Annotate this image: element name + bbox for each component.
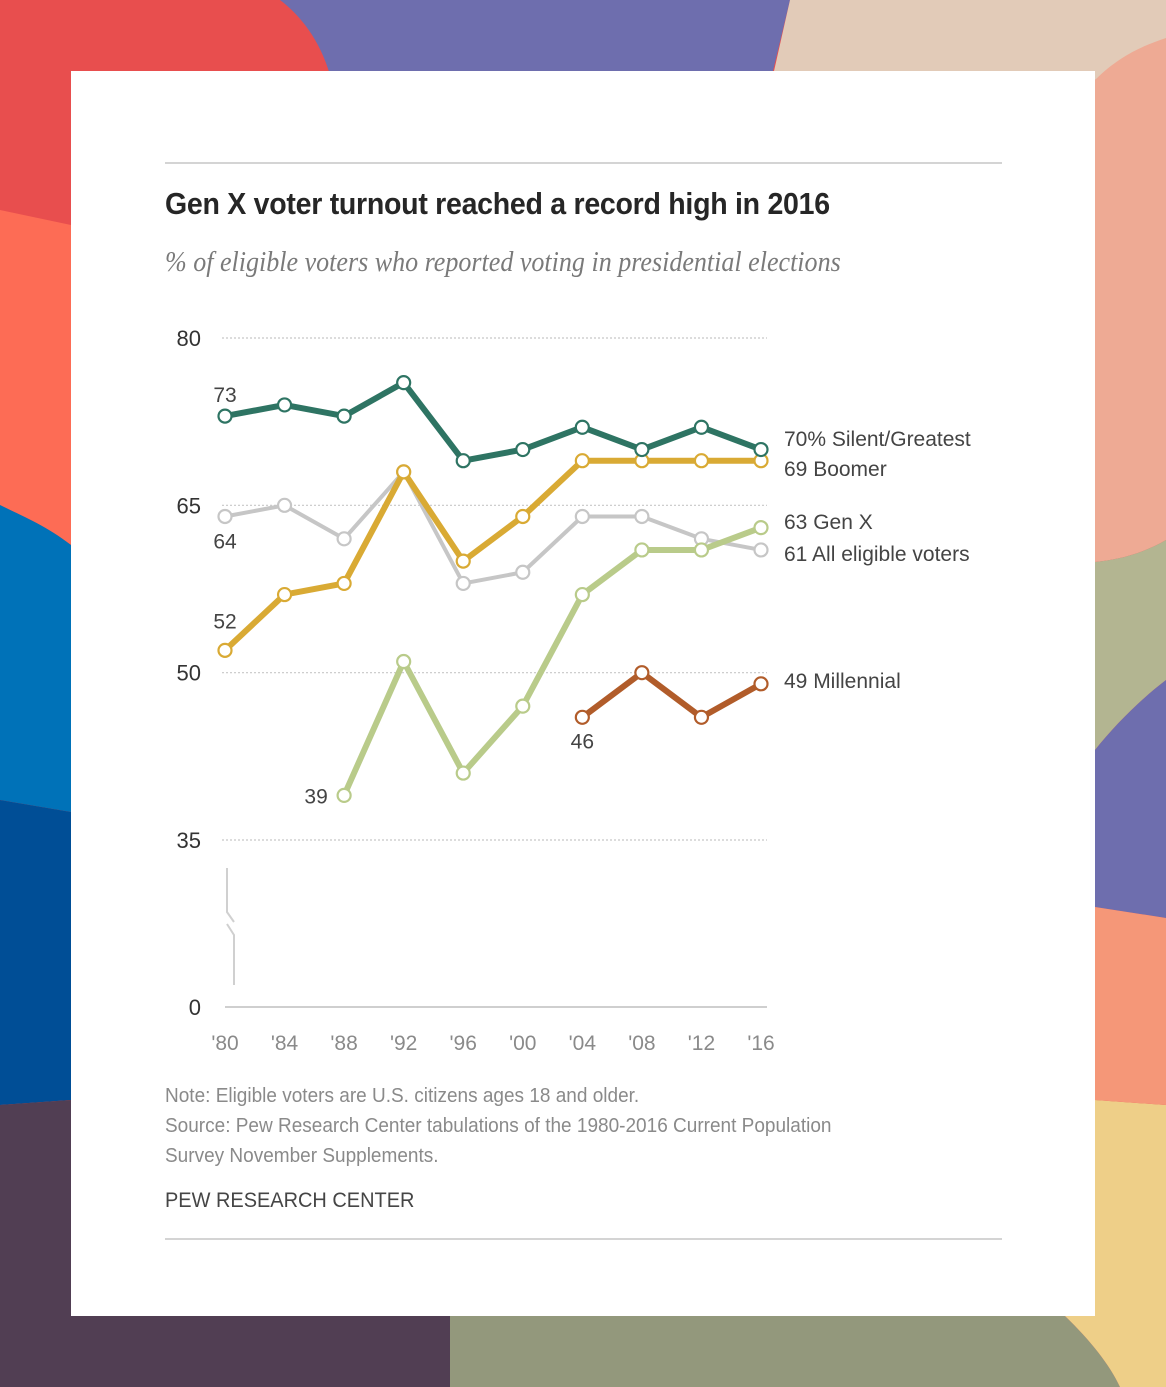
data-point — [574, 453, 590, 469]
chart-note: Note: Eligible voters are U.S. citizens … — [165, 1085, 640, 1107]
start-value-label: 64 — [213, 530, 237, 553]
data-point — [574, 508, 590, 525]
bg-shape-plum-bottom — [0, 1100, 450, 1387]
x-tick-label: '16 — [747, 1032, 774, 1055]
bg-shape-blue-left — [0, 505, 71, 812]
x-tick-label: '04 — [569, 1032, 597, 1055]
data-point — [753, 542, 769, 558]
y-tick-label-0: 0 — [189, 995, 201, 1020]
y-tick-label-50: 50 — [177, 661, 201, 686]
bg-shape-sage-right — [1095, 540, 1166, 750]
data-point — [336, 575, 352, 592]
y-tick-label-80: 80 — [177, 326, 201, 351]
y-tick-label-65: 65 — [177, 493, 201, 518]
end-series-label: 61 All eligible voters — [784, 543, 970, 566]
data-point — [455, 575, 471, 592]
x-tick-label: '88 — [330, 1032, 357, 1055]
start-value-label: 52 — [213, 610, 236, 633]
data-point — [693, 542, 710, 558]
y-tick-label-35: 35 — [177, 828, 201, 853]
data-point — [634, 508, 650, 525]
chart-subtitle: % of eligible voters who reported voting… — [165, 247, 841, 278]
axis-break-upper — [226, 868, 235, 923]
data-point — [693, 453, 710, 469]
chart-source-line1: Source: Pew Research Center tabulations … — [165, 1115, 832, 1137]
data-point — [396, 653, 412, 670]
start-value-label: 46 — [571, 730, 594, 753]
data-point — [396, 464, 412, 480]
bottom-divider — [165, 1238, 1002, 1240]
data-point — [515, 508, 531, 525]
data-point — [217, 508, 233, 525]
data-point — [336, 408, 352, 424]
x-tick-label: '92 — [390, 1032, 417, 1055]
bg-shape-salmon-right — [1095, 907, 1166, 1105]
x-tick-label: '80 — [211, 1032, 238, 1055]
data-point — [753, 520, 769, 536]
series-line-boomer — [222, 457, 764, 654]
start-value-label: 73 — [213, 384, 236, 407]
data-point — [276, 586, 293, 603]
x-tick-label: '08 — [628, 1032, 655, 1055]
data-point — [455, 453, 471, 469]
series-line-silent-greatest — [222, 379, 764, 464]
data-point — [693, 709, 710, 725]
data-point — [336, 787, 352, 803]
data-point — [753, 441, 769, 458]
top-divider — [165, 162, 1002, 164]
data-point — [574, 419, 590, 435]
start-value-label: 39 — [304, 785, 327, 808]
chart-card: Gen X voter turnout reached a record hig… — [71, 71, 1095, 1316]
bg-shape-orange-left — [0, 210, 71, 545]
series-line-all-eligible-voters — [223, 469, 763, 586]
end-series-label: 69 Boomer — [784, 458, 887, 481]
x-tick-label: '12 — [688, 1032, 715, 1055]
bg-shape-darkblue-left — [0, 800, 71, 1105]
x-tick-label: '00 — [509, 1032, 536, 1055]
data-point — [753, 676, 769, 692]
data-point — [217, 408, 233, 424]
chart-title: Gen X voter turnout reached a record hig… — [165, 186, 830, 221]
data-point — [455, 765, 471, 781]
series-line-millennial — [579, 669, 764, 721]
data-point — [515, 441, 531, 458]
bg-shape-purple-right — [1095, 680, 1166, 918]
data-point — [217, 642, 233, 658]
bg-shape-olive-bottom — [450, 1316, 1120, 1387]
bg-shape-peach — [1095, 38, 1166, 562]
data-point — [336, 531, 352, 547]
chart-source-line2: Survey November Supplements. — [165, 1145, 439, 1167]
data-point — [634, 441, 650, 458]
data-point — [276, 497, 293, 513]
end-series-label: 49 Millennial — [784, 670, 901, 693]
data-point — [276, 397, 293, 413]
line-chart: 80 65 50 35 0 '80 '84 '88 '92 '96 '00 '04 '08 '12 '16 7… — [177, 326, 971, 1055]
data-point — [515, 698, 531, 714]
data-point — [693, 419, 710, 435]
x-tick-label: '96 — [450, 1032, 477, 1055]
end-series-label: 70% Silent/Greatest — [784, 428, 971, 451]
data-point — [396, 375, 412, 391]
x-tick-label: '84 — [271, 1032, 299, 1055]
bg-shape-purple-top — [280, 0, 790, 75]
end-series-label: 63 Gen X — [784, 511, 873, 534]
data-point — [634, 665, 650, 681]
data-point — [515, 564, 531, 580]
series-line-gen-x — [341, 524, 764, 799]
data-point — [574, 586, 590, 603]
data-point — [634, 542, 650, 558]
bg-shape-beige — [772, 0, 1166, 80]
axis-break-lower — [226, 923, 235, 985]
data-point — [455, 553, 471, 569]
organization-credit: PEW RESEARCH CENTER — [165, 1189, 415, 1212]
data-point — [574, 709, 590, 725]
bg-shape-yellow — [1065, 1100, 1166, 1387]
